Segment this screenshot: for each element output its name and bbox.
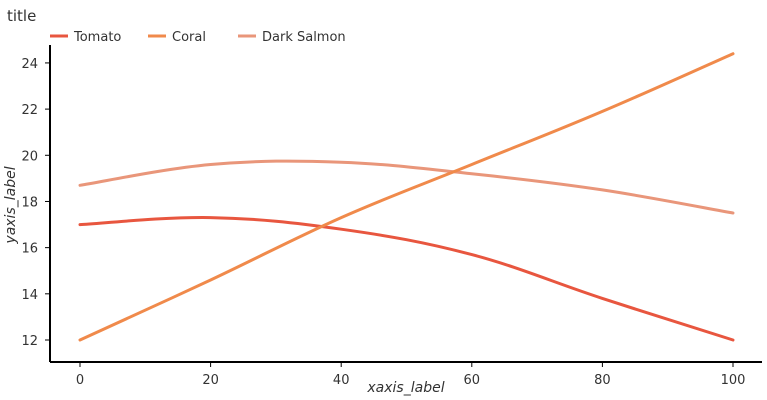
series-line-dark-salmon	[78, 159, 735, 215]
y-tick-label: 18	[21, 195, 38, 210]
y-axis-title: yaxis_label	[3, 166, 19, 244]
series-line-tomato	[78, 216, 735, 342]
y-tick-label: 16	[21, 242, 38, 257]
y-axis-ticks: 12 14 16 18 20 22 24	[21, 57, 50, 349]
x-axis-ticks: 0 20 40 60 80 100	[76, 362, 746, 388]
y-tick-label: 20	[21, 149, 38, 164]
legend-label-tomato: Tomato	[73, 30, 121, 45]
x-tick-label: 20	[202, 373, 219, 388]
x-tick-label: 0	[76, 373, 84, 388]
x-axis-title: xaxis_label	[366, 380, 444, 396]
y-tick-label: 12	[21, 334, 38, 349]
y-tick-label: 24	[21, 57, 38, 72]
legend: Tomato Coral Dark Salmon	[50, 30, 346, 45]
y-tick-label: 22	[21, 103, 38, 118]
y-tick-label: 14	[21, 288, 38, 303]
x-tick-label: 60	[464, 373, 481, 388]
legend-label-coral: Coral	[172, 30, 206, 45]
x-tick-label: 80	[594, 373, 611, 388]
legend-label-dark-salmon: Dark Salmon	[262, 30, 346, 45]
series-line-coral	[78, 52, 735, 342]
series-layer	[78, 52, 735, 342]
chart-title: title	[7, 7, 36, 25]
x-tick-label: 100	[721, 373, 746, 388]
x-tick-label: 40	[333, 373, 350, 388]
